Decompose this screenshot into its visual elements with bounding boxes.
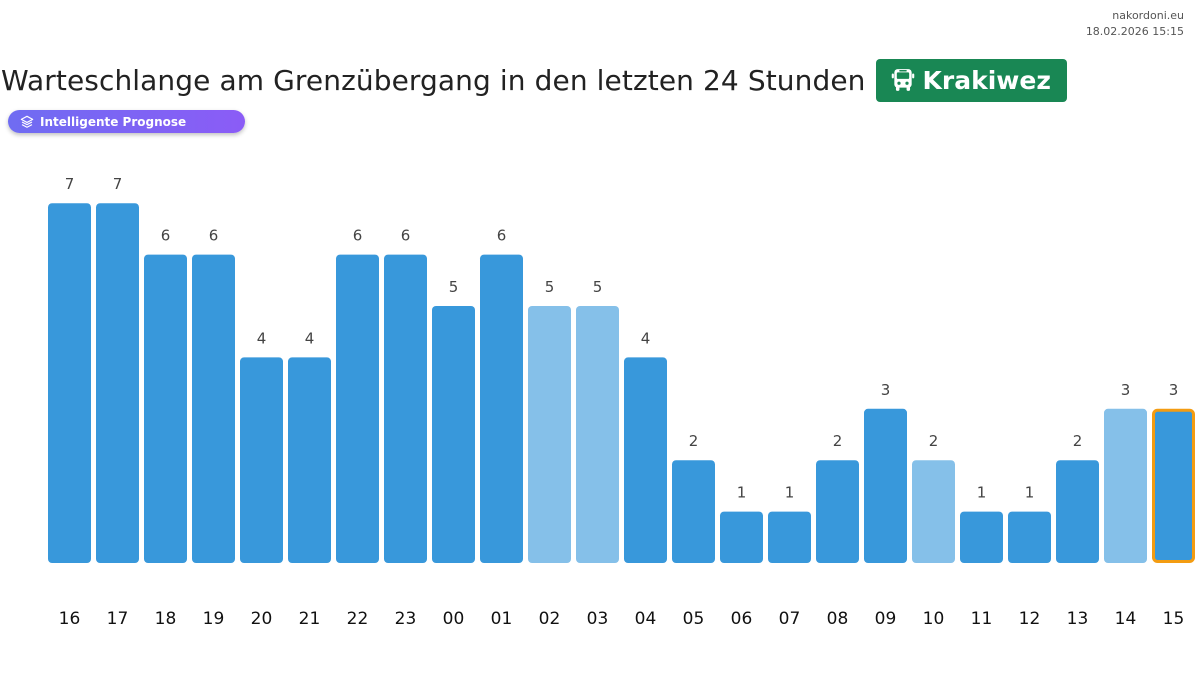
bar-value-label: 4: [305, 329, 315, 347]
bar[interactable]: [144, 254, 187, 563]
forecast-bar[interactable]: [576, 306, 619, 563]
bar-value-label: 5: [545, 278, 555, 296]
bar-value-label: 6: [353, 227, 363, 245]
hour-tick-label: 02: [539, 609, 561, 629]
bar[interactable]: [336, 254, 379, 563]
hour-tick-label: 15: [1163, 609, 1185, 629]
bar-value-label: 1: [1025, 484, 1035, 502]
hour-tick-label: 08: [827, 609, 849, 629]
forecast-label: Intelligente Prognose: [40, 114, 187, 129]
hour-tick-label: 21: [299, 609, 321, 629]
bar[interactable]: [1008, 511, 1051, 563]
bar-value-label: 6: [161, 227, 171, 245]
bar[interactable]: [768, 511, 811, 563]
hour-tick-label: 05: [683, 609, 705, 629]
hour-tick-label: 03: [587, 609, 609, 629]
bar-value-label: 4: [641, 329, 651, 347]
hour-tick-label: 17: [107, 609, 129, 629]
bar-value-label: 1: [737, 484, 747, 502]
bus-icon: [890, 67, 916, 93]
bar[interactable]: [192, 254, 235, 563]
bar[interactable]: [432, 306, 475, 563]
bar[interactable]: [480, 254, 523, 563]
bar-value-label: 2: [689, 432, 699, 450]
hour-tick-label: 07: [779, 609, 801, 629]
hour-tick-label: 10: [923, 609, 945, 629]
forecast-badge[interactable]: Intelligente Prognose: [8, 110, 245, 133]
crossing-badge[interactable]: Krakiwez: [875, 58, 1067, 102]
hour-tick-label: 13: [1067, 609, 1089, 629]
bar[interactable]: [384, 254, 427, 563]
bar[interactable]: [624, 357, 667, 563]
bar[interactable]: [48, 203, 91, 563]
bar-value-label: 6: [401, 227, 411, 245]
hour-tick-label: 14: [1115, 609, 1137, 629]
bar[interactable]: [816, 460, 859, 563]
bar-value-label: 6: [209, 227, 219, 245]
hour-tick-label: 00: [443, 609, 465, 629]
bar-value-label: 7: [65, 175, 75, 193]
bar[interactable]: [240, 357, 283, 563]
hour-tick-label: 22: [347, 609, 369, 629]
hour-tick-label: 19: [203, 609, 225, 629]
bar-value-label: 3: [881, 381, 891, 399]
timestamp: 18.02.2026 15:15: [1085, 25, 1184, 38]
hour-tick-label: 18: [155, 609, 177, 629]
bar-value-label: 1: [785, 484, 795, 502]
bar[interactable]: [864, 408, 907, 563]
page-title: Warteschlange am Grenzübergang in den le…: [1, 63, 866, 97]
forecast-bar[interactable]: [1104, 408, 1147, 563]
bar[interactable]: [288, 357, 331, 563]
bar[interactable]: [1152, 408, 1195, 563]
bar-value-label: 6: [497, 227, 507, 245]
hour-tick-label: 09: [875, 609, 897, 629]
bar-value-label: 5: [593, 278, 603, 296]
hour-tick-label: 16: [59, 609, 81, 629]
hour-tick-label: 20: [251, 609, 273, 629]
bar-value-label: 5: [449, 278, 459, 296]
hour-tick-label: 04: [635, 609, 657, 629]
bar-value-label: 3: [1121, 381, 1131, 399]
bar-value-label: 2: [833, 432, 843, 450]
bar-value-label: 7: [113, 175, 123, 193]
hour-tick-label: 06: [731, 609, 753, 629]
bar[interactable]: [960, 511, 1003, 563]
forecast-bar[interactable]: [912, 460, 955, 563]
hour-tick-label: 23: [395, 609, 417, 629]
bar-value-label: 2: [1073, 432, 1083, 450]
bar-value-label: 1: [977, 484, 987, 502]
bar[interactable]: [96, 203, 139, 563]
forecast-bar[interactable]: [528, 306, 571, 563]
hour-tick-label: 12: [1019, 609, 1041, 629]
title-row: Warteschlange am Grenzübergang in den le…: [1, 58, 1067, 102]
crossing-name: Krakiwez: [922, 65, 1051, 95]
site-name: nakordoni.eu: [1112, 9, 1184, 22]
meta-info: nakordoni.eu 18.02.2026 15:15: [1086, 8, 1184, 40]
bar-value-label: 3: [1169, 381, 1179, 399]
hour-tick-label: 01: [491, 609, 513, 629]
hour-tick-label: 11: [971, 609, 993, 629]
layers-icon: [20, 115, 34, 129]
bar[interactable]: [672, 460, 715, 563]
bar-value-label: 2: [929, 432, 939, 450]
bar[interactable]: [720, 511, 763, 563]
bar[interactable]: [1056, 460, 1099, 563]
bar-value-label: 4: [257, 329, 267, 347]
